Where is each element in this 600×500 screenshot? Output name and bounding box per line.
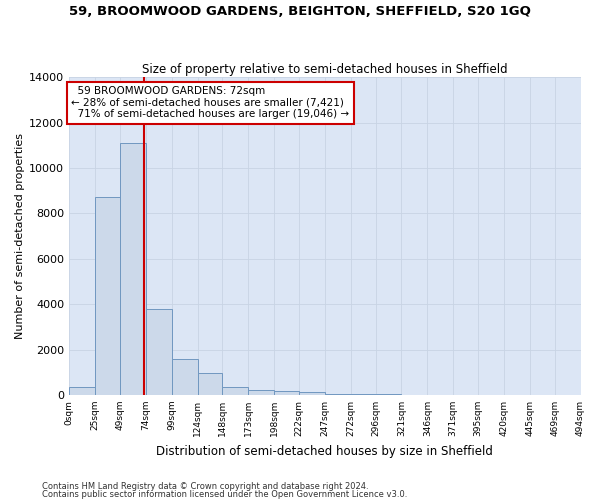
Bar [223, 386, 248, 395]
Text: Contains HM Land Registry data © Crown copyright and database right 2024.: Contains HM Land Registry data © Crown c… [42, 482, 368, 491]
Text: Contains public sector information licensed under the Open Government Licence v3: Contains public sector information licen… [42, 490, 407, 499]
X-axis label: Distribution of semi-detached houses by size in Sheffield: Distribution of semi-detached houses by … [157, 444, 493, 458]
Bar [299, 392, 325, 395]
Bar [351, 394, 376, 395]
Text: 59 BROOMWOOD GARDENS: 72sqm
← 28% of semi-detached houses are smaller (7,421)
  : 59 BROOMWOOD GARDENS: 72sqm ← 28% of sem… [71, 86, 349, 120]
Bar [69, 387, 95, 395]
Title: Size of property relative to semi-detached houses in Sheffield: Size of property relative to semi-detach… [142, 63, 508, 76]
Bar [120, 143, 146, 395]
Bar [248, 390, 274, 395]
Bar [274, 392, 299, 395]
Text: 59, BROOMWOOD GARDENS, BEIGHTON, SHEFFIELD, S20 1GQ: 59, BROOMWOOD GARDENS, BEIGHTON, SHEFFIE… [69, 5, 531, 18]
Bar [146, 308, 172, 395]
Bar [325, 394, 351, 395]
Bar [172, 359, 197, 395]
Bar [197, 374, 223, 395]
Y-axis label: Number of semi-detached properties: Number of semi-detached properties [15, 133, 25, 339]
Bar [95, 198, 120, 395]
